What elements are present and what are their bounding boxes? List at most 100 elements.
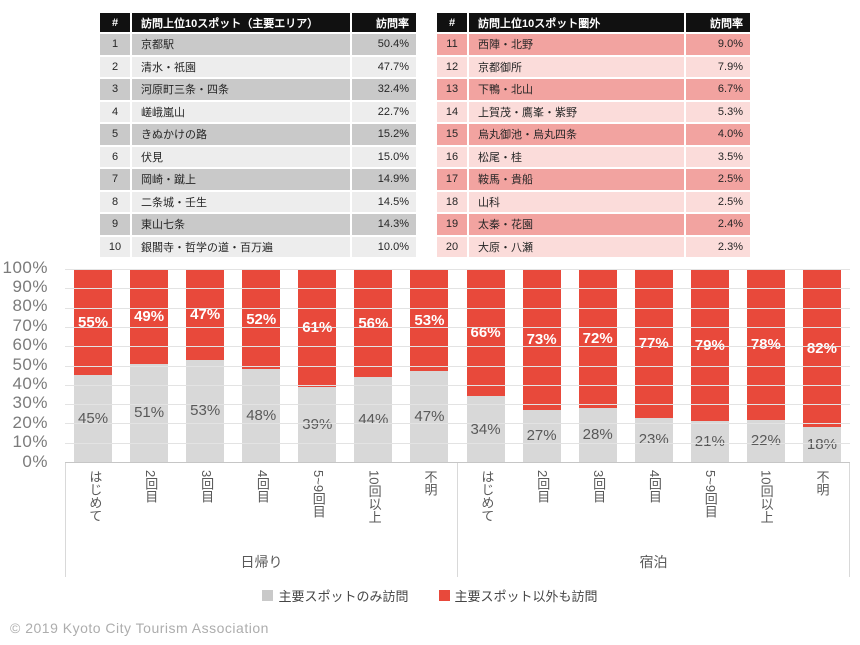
table-cell-spot: 西陣・北野 [469, 34, 684, 55]
category-label: 5~9回目 [702, 470, 718, 519]
x-axis-group: はじめて 2回目 3回目 4回目 5~9回目 10回以上 不明 宿泊 [458, 463, 850, 577]
category-label: 不明 [814, 470, 830, 496]
legend-swatch [262, 590, 274, 601]
category-label-cell: はじめて [75, 463, 113, 523]
stacked-bar: 66% 34% [466, 269, 505, 462]
gridline [65, 365, 850, 367]
bar-segment-main-spots-only: 21% [690, 421, 729, 462]
table-header-rate: 訪問率 [686, 13, 750, 32]
category-label-cell: はじめて [467, 463, 505, 523]
bar-segment-main-spots-only: 53% [186, 359, 225, 462]
category-label-row: はじめて 2回目 3回目 4回目 5~9回目 10回以上 不明 [66, 463, 457, 523]
y-tick-label: 0% [22, 451, 48, 471]
table-cell-spot: 東山七条 [132, 214, 350, 235]
table-cell-spot: 伏見 [132, 146, 350, 167]
category-label-cell: 3回目 [187, 463, 225, 523]
table-cell-rate: 7.9% [686, 56, 750, 77]
table-header-rate: 訪問率 [352, 13, 416, 32]
category-label: 2回目 [535, 470, 551, 504]
table-cell-rate: 3.5% [686, 146, 750, 167]
table-cell-spot: 京都駅 [132, 34, 350, 55]
y-tick-label: 50% [12, 354, 48, 374]
bar-segment-main-spots-only: 23% [634, 417, 673, 462]
bar-value-label: 72% [582, 329, 613, 347]
bar-value-label: 77% [638, 334, 669, 352]
table-header-rank: # [100, 13, 130, 32]
category-label: 不明 [422, 470, 438, 496]
table-cell-rank: 5 [100, 124, 130, 145]
bar-segment-other-spots: 52% [242, 269, 281, 370]
category-label-cell: 不明 [410, 463, 448, 523]
y-tick-label: 70% [12, 315, 48, 335]
category-label: 2回目 [143, 470, 159, 504]
gridline [65, 269, 850, 270]
table-cell-rate: 2.5% [686, 169, 750, 190]
bar-segment-other-spots: 56% [354, 269, 393, 378]
group-caption: 宿泊 [639, 554, 668, 570]
y-axis: 100% 90% 80% 70% 60% 50% 40% 30% 20% 10% 0% [0, 258, 48, 472]
bar-value-label: 78% [750, 335, 781, 353]
x-axis-group: はじめて 2回目 3回目 4回目 5~9回目 10回以上 不明 日帰り [65, 463, 458, 577]
table-cell-rank: 15 [437, 124, 467, 145]
table-cell-rate: 15.0% [352, 146, 416, 167]
table-cell-rate: 22.7% [352, 101, 416, 122]
bar-segment-other-spots: 77% [634, 269, 673, 418]
table-cell-rate: 14.5% [352, 191, 416, 212]
bar-value-label: 56% [358, 314, 389, 332]
category-label-cell: 2回目 [523, 463, 561, 523]
bar-value-label: 55% [78, 313, 109, 331]
category-label: 5~9回目 [310, 470, 326, 519]
bar-value-label: 79% [694, 336, 725, 354]
table-cell-rank: 13 [437, 79, 467, 100]
bar-segment-other-spots: 82% [802, 269, 841, 428]
bar-value-label: 34% [470, 420, 501, 438]
y-tick-label: 40% [12, 374, 48, 394]
table-header-spot: 訪問上位10スポット（主要エリア） [132, 13, 350, 32]
bar-segment-other-spots: 55% [74, 269, 113, 376]
table-cell-rate: 6.7% [686, 79, 750, 100]
table-cell-rate: 14.9% [352, 169, 416, 190]
bar-segment-main-spots-only: 47% [410, 371, 449, 462]
category-label-cell: 5~9回目 [690, 463, 728, 523]
group-caption: 日帰り [240, 554, 283, 570]
category-label: はじめて [479, 470, 495, 522]
table-cell-spot: きぬかけの路 [132, 124, 350, 145]
table-cell-spot: 河原町三条・四条 [132, 79, 350, 100]
table-cell-rate: 32.4% [352, 79, 416, 100]
stacked-bar: 78% 22% [746, 269, 785, 462]
bar-segment-other-spots: 79% [690, 269, 729, 422]
y-tick-label: 60% [12, 335, 48, 355]
bar-value-label: 73% [526, 330, 557, 348]
table-cell-rate: 10.0% [352, 236, 416, 257]
category-label-cell: 2回目 [131, 463, 169, 523]
bar-group: 66% 34% 73% 27% 72% 28% 77% 23% 79% 21% 78% 22% 82% 1… [458, 269, 851, 462]
table-header-spot: 訪問上位10スポット圏外 [469, 13, 684, 32]
category-label-row: はじめて 2回目 3回目 4回目 5~9回目 10回以上 不明 [458, 463, 849, 523]
category-label-cell: 4回目 [242, 463, 280, 523]
gridline [65, 442, 850, 444]
top-spots-outside-area-table: # 訪問上位10スポット圏外 訪問率 11 西陣・北野 9.0% 12 京都御所 7.9% 13 下… [437, 13, 750, 257]
table-cell-rank: 1 [100, 34, 130, 55]
table-cell-rate: 50.4% [352, 34, 416, 55]
category-label-cell: 不明 [802, 463, 840, 523]
bar-segment-other-spots: 72% [578, 269, 617, 408]
table-cell-spot: 上賀茂・鷹峯・紫野 [469, 101, 684, 122]
table-cell-rate: 2.3% [686, 236, 750, 257]
stacked-bar: 56% 44% [354, 269, 393, 462]
table-cell-rank: 3 [100, 79, 130, 100]
bar-segment-other-spots: 53% [410, 269, 449, 372]
table-cell-rank: 10 [100, 236, 130, 257]
table-cell-spot: 二条城・壬生 [132, 191, 350, 212]
table-cell-rate: 14.3% [352, 214, 416, 235]
copyright-text: © 2019 Kyoto City Tourism Association [10, 620, 269, 636]
bar-value-label: 45% [78, 410, 109, 428]
stacked-bar: 47% 53% [186, 269, 225, 462]
table-cell-rank: 4 [100, 101, 130, 122]
category-label: 3回目 [199, 470, 215, 504]
table-cell-rank: 2 [100, 56, 130, 77]
bar-value-label: 28% [582, 426, 613, 444]
bar-segment-main-spots-only: 51% [130, 363, 169, 462]
category-label: はじめて [87, 470, 103, 522]
y-tick-label: 80% [12, 296, 48, 316]
